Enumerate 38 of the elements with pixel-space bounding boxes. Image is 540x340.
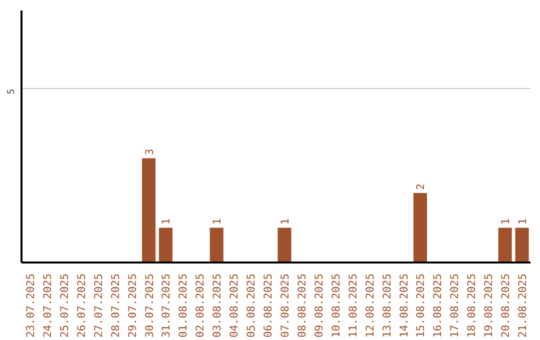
x-tick-label: 12.08.2025	[363, 274, 376, 338]
x-tick-label: 01.08.2025	[176, 274, 190, 338]
x-tick-label: 04.08.2025	[228, 274, 241, 338]
x-tick-label: 18.08.2025	[465, 274, 478, 338]
x-tick-label: 24.07.2025	[40, 274, 54, 338]
x-tick-label: 28.07.2025	[108, 274, 122, 338]
x-tick-label: 16.08.2025	[431, 274, 444, 338]
x-tick-label: 27.07.2025	[92, 274, 105, 338]
data-label: 1	[516, 218, 530, 225]
x-tick-label: 03.08.2025	[210, 274, 224, 338]
x-tick-label: 17.08.2025	[448, 274, 462, 338]
x-tick-label: 30.07.2025	[142, 274, 156, 338]
x-tick-label: 14.08.2025	[397, 274, 410, 338]
x-tick-label: 29.07.2025	[126, 274, 139, 338]
x-tick-label: 15.08.2025	[414, 274, 428, 338]
x-tick-label: 23.07.2025	[24, 274, 37, 338]
y-tick-label: 5	[6, 88, 17, 94]
x-tick-label: 19.08.2025	[482, 274, 496, 338]
x-tick-label: 31.07.2025	[160, 274, 173, 338]
data-label: 2	[414, 184, 428, 190]
x-tick-label: 20.08.2025	[499, 274, 512, 338]
x-tick-label: 06.08.2025	[262, 274, 275, 338]
x-tick-label: 13.08.2025	[380, 274, 394, 338]
data-label: 1	[499, 218, 512, 225]
data-label: 1	[278, 218, 292, 225]
data-label: 3	[142, 148, 156, 156]
x-tick-label: 25.07.2025	[58, 274, 71, 338]
data-label: 1	[210, 218, 224, 225]
x-tick-label: 07.08.2025	[278, 274, 292, 338]
x-tick-label: 26.07.2025	[74, 274, 88, 338]
x-tick-label: 21.08.2025	[516, 274, 530, 338]
x-tick-label: 08.08.2025	[295, 274, 308, 338]
x-tick-label: 10.08.2025	[329, 274, 342, 338]
x-tick-label: 09.08.2025	[312, 274, 326, 338]
x-tick-label: 05.08.2025	[244, 274, 258, 338]
x-tick-label: 11.08.2025	[346, 274, 360, 338]
data-label: 1	[160, 218, 173, 225]
x-tick-label: 02.08.2025	[194, 274, 207, 338]
